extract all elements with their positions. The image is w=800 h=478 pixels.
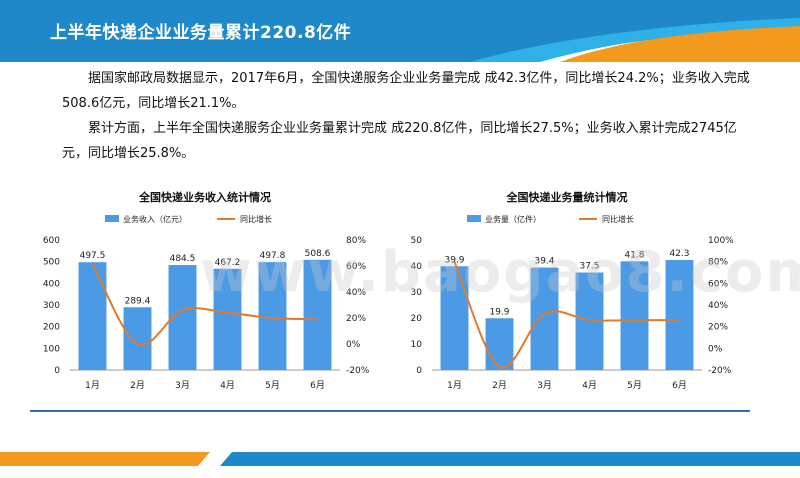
volume-y2tick-3: 40% <box>708 301 728 311</box>
volume-legend-bar-label: 业务量（亿件） <box>485 214 541 224</box>
revenue-y2tick-1: 0% <box>346 340 361 350</box>
revenue-xtick-1: 2月 <box>130 380 145 391</box>
summary-text: 据国家邮政局数据显示，2017年6月，全国快递服务企业业务量完成 成42.3亿件… <box>62 66 752 166</box>
summary-paragraph-monthly: 据国家邮政局数据显示，2017年6月，全国快递服务企业业务量完成 成42.3亿件… <box>62 71 750 111</box>
volume-bar-label-3: 37.5 <box>579 262 599 272</box>
volume-ytick-2: 20 <box>411 314 423 324</box>
volume-xtick-0: 1月 <box>447 380 462 391</box>
footer-band <box>0 446 800 474</box>
volume-ytick-3: 30 <box>411 288 423 298</box>
revenue-ytick-3: 300 <box>43 301 60 311</box>
revenue-y2tick-0: -20% <box>346 366 370 376</box>
volume-title: 全国快递业务量统计情况 <box>506 190 628 204</box>
volume-bar-4 <box>620 261 649 370</box>
revenue-bar-3 <box>213 268 242 370</box>
volume-bar-label-4: 41.8 <box>624 250 644 260</box>
revenue-growth-line <box>91 262 318 347</box>
revenue-y2tick-5: 80% <box>346 236 366 246</box>
volume-bar-label-0: 39.9 <box>444 255 464 265</box>
revenue-xtick-4: 5月 <box>265 380 280 391</box>
revenue-bar-5 <box>303 259 332 370</box>
volume-growth-line <box>453 261 680 369</box>
revenue-ytick-2: 200 <box>43 323 60 333</box>
volume-bar-label-1: 19.9 <box>489 307 509 317</box>
volume-bar-0 <box>440 266 469 370</box>
revenue-title: 全国快递业务收入统计情况 <box>138 190 271 204</box>
volume-bar-label-5: 42.3 <box>669 249 689 259</box>
revenue-ytick-4: 400 <box>43 279 60 289</box>
volume-y2tick-5: 80% <box>708 258 728 268</box>
volume-bar-1 <box>485 318 514 370</box>
volume-y2tick-1: 0% <box>708 344 723 354</box>
divider-line <box>30 410 750 412</box>
revenue-xtick-2: 3月 <box>175 380 190 391</box>
volume-legend-bar-swatch <box>467 215 481 222</box>
revenue-xtick-3: 4月 <box>220 380 235 391</box>
volume-xtick-4: 5月 <box>627 380 642 391</box>
volume-bar-2 <box>530 267 559 370</box>
revenue-y2tick-2: 20% <box>346 314 366 324</box>
volume-ytick-4: 40 <box>411 262 423 272</box>
header-banner: 上半年快递企业业务量累计220.8亿件 <box>0 0 800 62</box>
summary-paragraph-cumulative: 累计方面，上半年全国快递服务企业业务量累计完成 成220.8亿件，同比增长27.… <box>62 121 737 161</box>
revenue-legend-bar-label: 业务收入（亿元） <box>123 214 187 224</box>
revenue-bar-label-1: 289.4 <box>125 296 151 306</box>
revenue-ytick-1: 100 <box>43 344 60 354</box>
revenue-bar-0 <box>78 262 107 370</box>
revenue-ytick-5: 500 <box>43 258 60 268</box>
revenue-bar-1 <box>123 307 152 370</box>
header-background <box>0 0 800 62</box>
page-title: 上半年快递企业业务量累计220.8亿件 <box>50 23 352 43</box>
revenue-chart: 全国快递业务收入统计情况业务收入（亿元） 同比增长 0 100 200 300 400 500… <box>18 188 398 398</box>
volume-y2tick-2: 20% <box>708 323 728 333</box>
volume-ytick-1: 10 <box>411 340 423 350</box>
revenue-bar-label-3: 467.2 <box>215 258 241 268</box>
volume-bar-5 <box>665 260 694 370</box>
volume-y2tick-6: 100% <box>708 236 734 246</box>
revenue-legend-line-label: 同比增长 <box>240 214 272 224</box>
revenue-y2tick-3: 40% <box>346 288 366 298</box>
watermark: www.baogao8.com <box>200 240 800 305</box>
revenue-bar-label-5: 508.6 <box>305 249 331 259</box>
revenue-bar-label-2: 484.5 <box>170 254 196 264</box>
revenue-y2tick-4: 60% <box>346 262 366 272</box>
volume-ytick-0: 0 <box>416 366 422 376</box>
volume-xtick-3: 4月 <box>582 380 597 391</box>
revenue-bar-label-4: 497.8 <box>260 251 286 261</box>
revenue-legend-bar-swatch <box>105 215 119 222</box>
volume-chart: 全国快递业务量统计情况业务量（亿件） 同比增长 0 10 20 30 40 50 -20% 0% 2… <box>380 188 760 398</box>
revenue-bar-4 <box>258 262 287 370</box>
volume-legend-line-label: 同比增长 <box>602 214 634 224</box>
volume-xtick-1: 2月 <box>492 380 507 391</box>
revenue-bar-label-0: 497.5 <box>80 251 106 261</box>
revenue-ytick-6: 600 <box>43 236 60 246</box>
revenue-xtick-5: 6月 <box>310 380 325 391</box>
volume-y2tick-0: -20% <box>708 366 732 376</box>
footer-background <box>0 452 800 466</box>
volume-bar-label-2: 39.4 <box>534 257 554 267</box>
volume-xtick-5: 6月 <box>672 380 687 391</box>
volume-xtick-2: 3月 <box>537 380 552 391</box>
revenue-ytick-0: 0 <box>54 366 60 376</box>
volume-ytick-5: 50 <box>411 236 423 246</box>
revenue-xtick-0: 1月 <box>85 380 100 391</box>
volume-y2tick-4: 60% <box>708 279 728 289</box>
